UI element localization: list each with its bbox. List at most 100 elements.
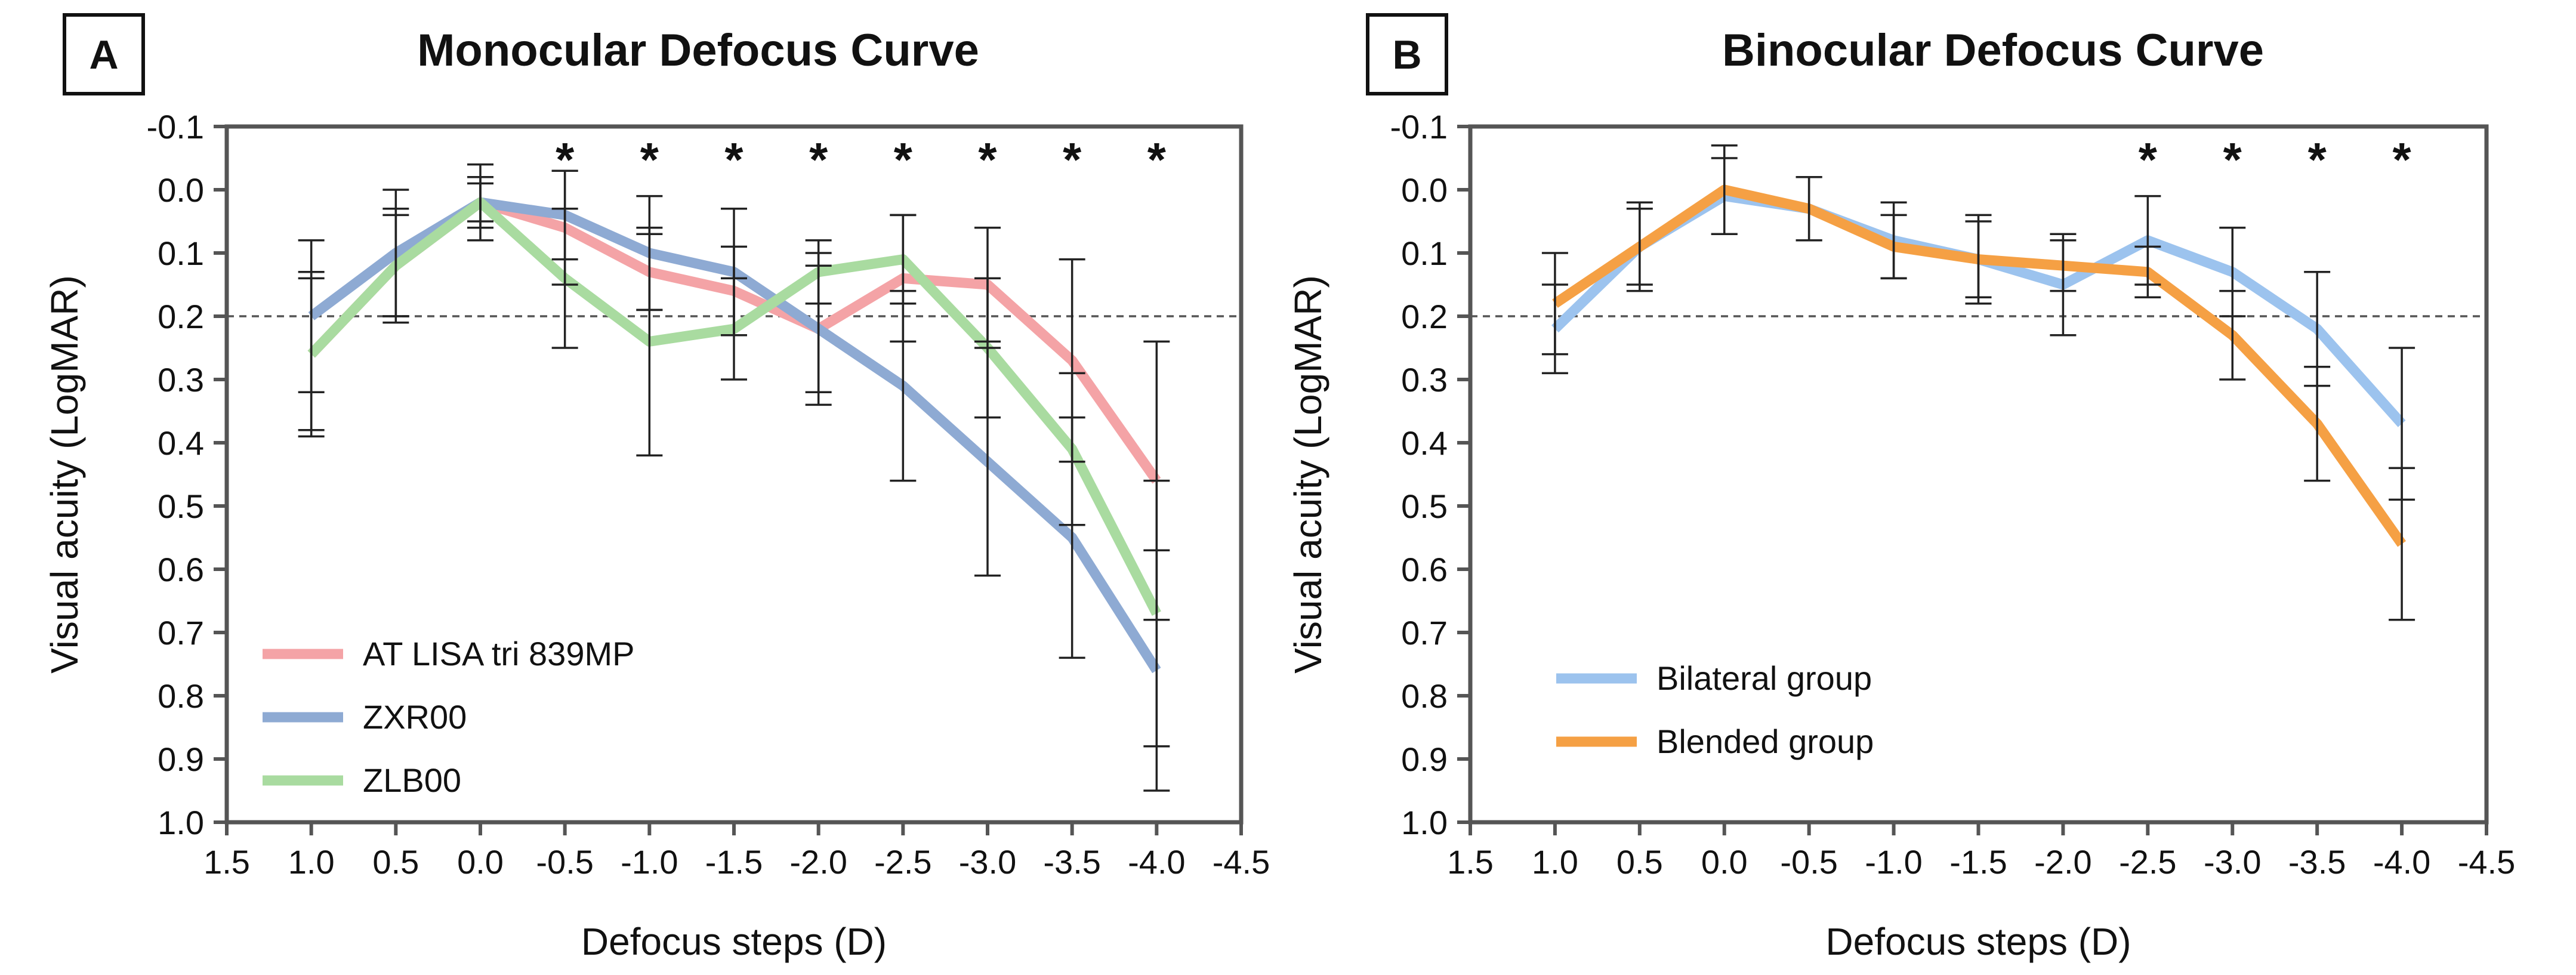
significance-marker: *: [894, 133, 913, 186]
panel-b: B Binocular Defocus Curve -0.1 0.0 0.1 0.2 0.3…: [1287, 13, 2516, 963]
significance-marker: *: [556, 133, 575, 186]
y-tick-label: 1.0: [158, 804, 204, 841]
panel-badge: [63, 13, 145, 95]
y-tick-label: 0.1: [1401, 235, 1448, 272]
chart-title: Monocular Defocus Curve: [417, 25, 979, 76]
error-bar: [382, 208, 409, 324]
x-axis-label: Defocus steps (D): [581, 920, 887, 963]
x-tick-label: -4.5: [2458, 843, 2516, 881]
significance-marker: *: [2308, 133, 2327, 186]
error-bar: [1965, 214, 1992, 305]
y-tick-label: 0.3: [1401, 361, 1448, 399]
y-tick-label: 0.6: [158, 551, 204, 588]
x-tick-label: -0.5: [1780, 843, 1838, 881]
y-tick-label: 0.8: [1401, 677, 1448, 715]
error-bar: [551, 208, 578, 349]
error-bar: [974, 277, 1001, 419]
error-bar: [805, 239, 832, 305]
error-bar: [2050, 239, 2077, 292]
chart-title: Binocular Defocus Curve: [1722, 25, 2264, 76]
y-tick-label: 0.4: [158, 424, 204, 462]
y-tick-label: 0.0: [158, 171, 204, 209]
x-tick-label: -3.5: [2288, 843, 2346, 881]
x-tick-label: 1.0: [288, 843, 335, 881]
x-tick-label: 0.5: [372, 843, 419, 881]
y-tick-label: 0.0: [1401, 171, 1448, 209]
significance-marker: *: [640, 133, 659, 186]
error-bar: [636, 226, 663, 456]
significance-marker: *: [1063, 133, 1082, 186]
error-bar: [1711, 144, 1738, 235]
significance-marker: *: [724, 133, 744, 186]
error-bar: [1626, 201, 1653, 292]
legend-item: Bilateral group: [1556, 659, 1872, 697]
error-bar: [2134, 245, 2161, 298]
x-tick-label: 0.5: [1616, 843, 1663, 881]
x-tick-label: -2.0: [789, 843, 847, 881]
x-axis-label: Defocus steps (D): [1825, 920, 2131, 963]
x-tick-label: 1.5: [203, 843, 250, 881]
legend-label: ZXR00: [363, 698, 467, 736]
x-tick-label: 1.5: [1447, 843, 1494, 881]
significance-marker: *: [1147, 133, 1167, 186]
error-bar: [2389, 467, 2415, 621]
y-tick-label: 0.4: [1401, 424, 1448, 462]
x-tick-label: -0.5: [536, 843, 594, 881]
x-tick-label: -1.0: [621, 843, 678, 881]
panel-letter: B: [1392, 32, 1421, 78]
significance-marker: *: [978, 133, 997, 186]
error-bar: [1143, 479, 1170, 748]
legend-item: ZXR00: [263, 698, 467, 736]
x-tick-label: 0.0: [457, 843, 504, 881]
x-tick-label: -4.0: [1128, 843, 1186, 881]
y-tick-label: 0.9: [158, 740, 204, 778]
error-bar: [890, 289, 917, 482]
x-tick-label: -3.0: [2204, 843, 2262, 881]
x-tick-label: 1.0: [1532, 843, 1578, 881]
x-tick-label: -1.5: [705, 843, 763, 881]
x-tick-label: -1.0: [1865, 843, 1923, 881]
significance-marker: *: [809, 133, 828, 186]
legend-label: ZLB00: [363, 761, 461, 799]
error-bar: [298, 271, 325, 438]
panel-badge: [1366, 13, 1448, 95]
x-tick-label: -4.0: [2373, 843, 2431, 881]
x-tick-label: -2.0: [2034, 843, 2092, 881]
y-tick-label: -0.1: [147, 108, 205, 146]
y-tick-label: -0.1: [1390, 108, 1448, 146]
legend-item: ZLB00: [263, 761, 461, 799]
y-tick-label: 0.8: [158, 677, 204, 715]
x-tick-label: -3.0: [959, 843, 1017, 881]
y-tick-label: 0.1: [158, 235, 204, 272]
error-bar: [1796, 176, 1822, 242]
y-tick-label: 0.5: [158, 488, 204, 525]
y-tick-label: 0.6: [1401, 551, 1448, 588]
y-tick-label: 0.2: [1401, 298, 1448, 335]
significance-marker: *: [2393, 133, 2412, 186]
legend-item: AT LISA tri 839MP: [263, 635, 634, 672]
significance-marker: *: [2223, 133, 2242, 186]
y-tick-label: 0.5: [1401, 488, 1448, 525]
error-bar: [1880, 214, 1907, 280]
error-bar: [890, 214, 917, 305]
y-tick-label: 0.2: [158, 298, 204, 335]
legend-label: AT LISA tri 839MP: [363, 635, 634, 672]
error-bar: [467, 163, 493, 242]
y-axis-label: Visual acuity (LogMAR): [1287, 275, 1329, 674]
y-tick-label: 0.3: [158, 361, 204, 399]
error-bar: [721, 277, 747, 381]
x-tick-label: -2.5: [2119, 843, 2177, 881]
x-tick-label: -4.5: [1213, 843, 1270, 881]
error-bar: [2304, 366, 2331, 482]
x-tick-label: -2.5: [874, 843, 932, 881]
panel-a: A Monocular Defocus Curve -0.1 0.0 0.1 0.2 0.3…: [43, 13, 1270, 963]
error-bar: [1541, 252, 1568, 356]
significance-marker: *: [2139, 133, 2158, 186]
legend-item: Blended group: [1556, 723, 1874, 760]
legend-label: Bilateral group: [1656, 659, 1872, 697]
y-tick-label: 0.7: [158, 614, 204, 652]
error-bar: [2219, 289, 2246, 381]
y-tick-label: 0.7: [1401, 614, 1448, 652]
